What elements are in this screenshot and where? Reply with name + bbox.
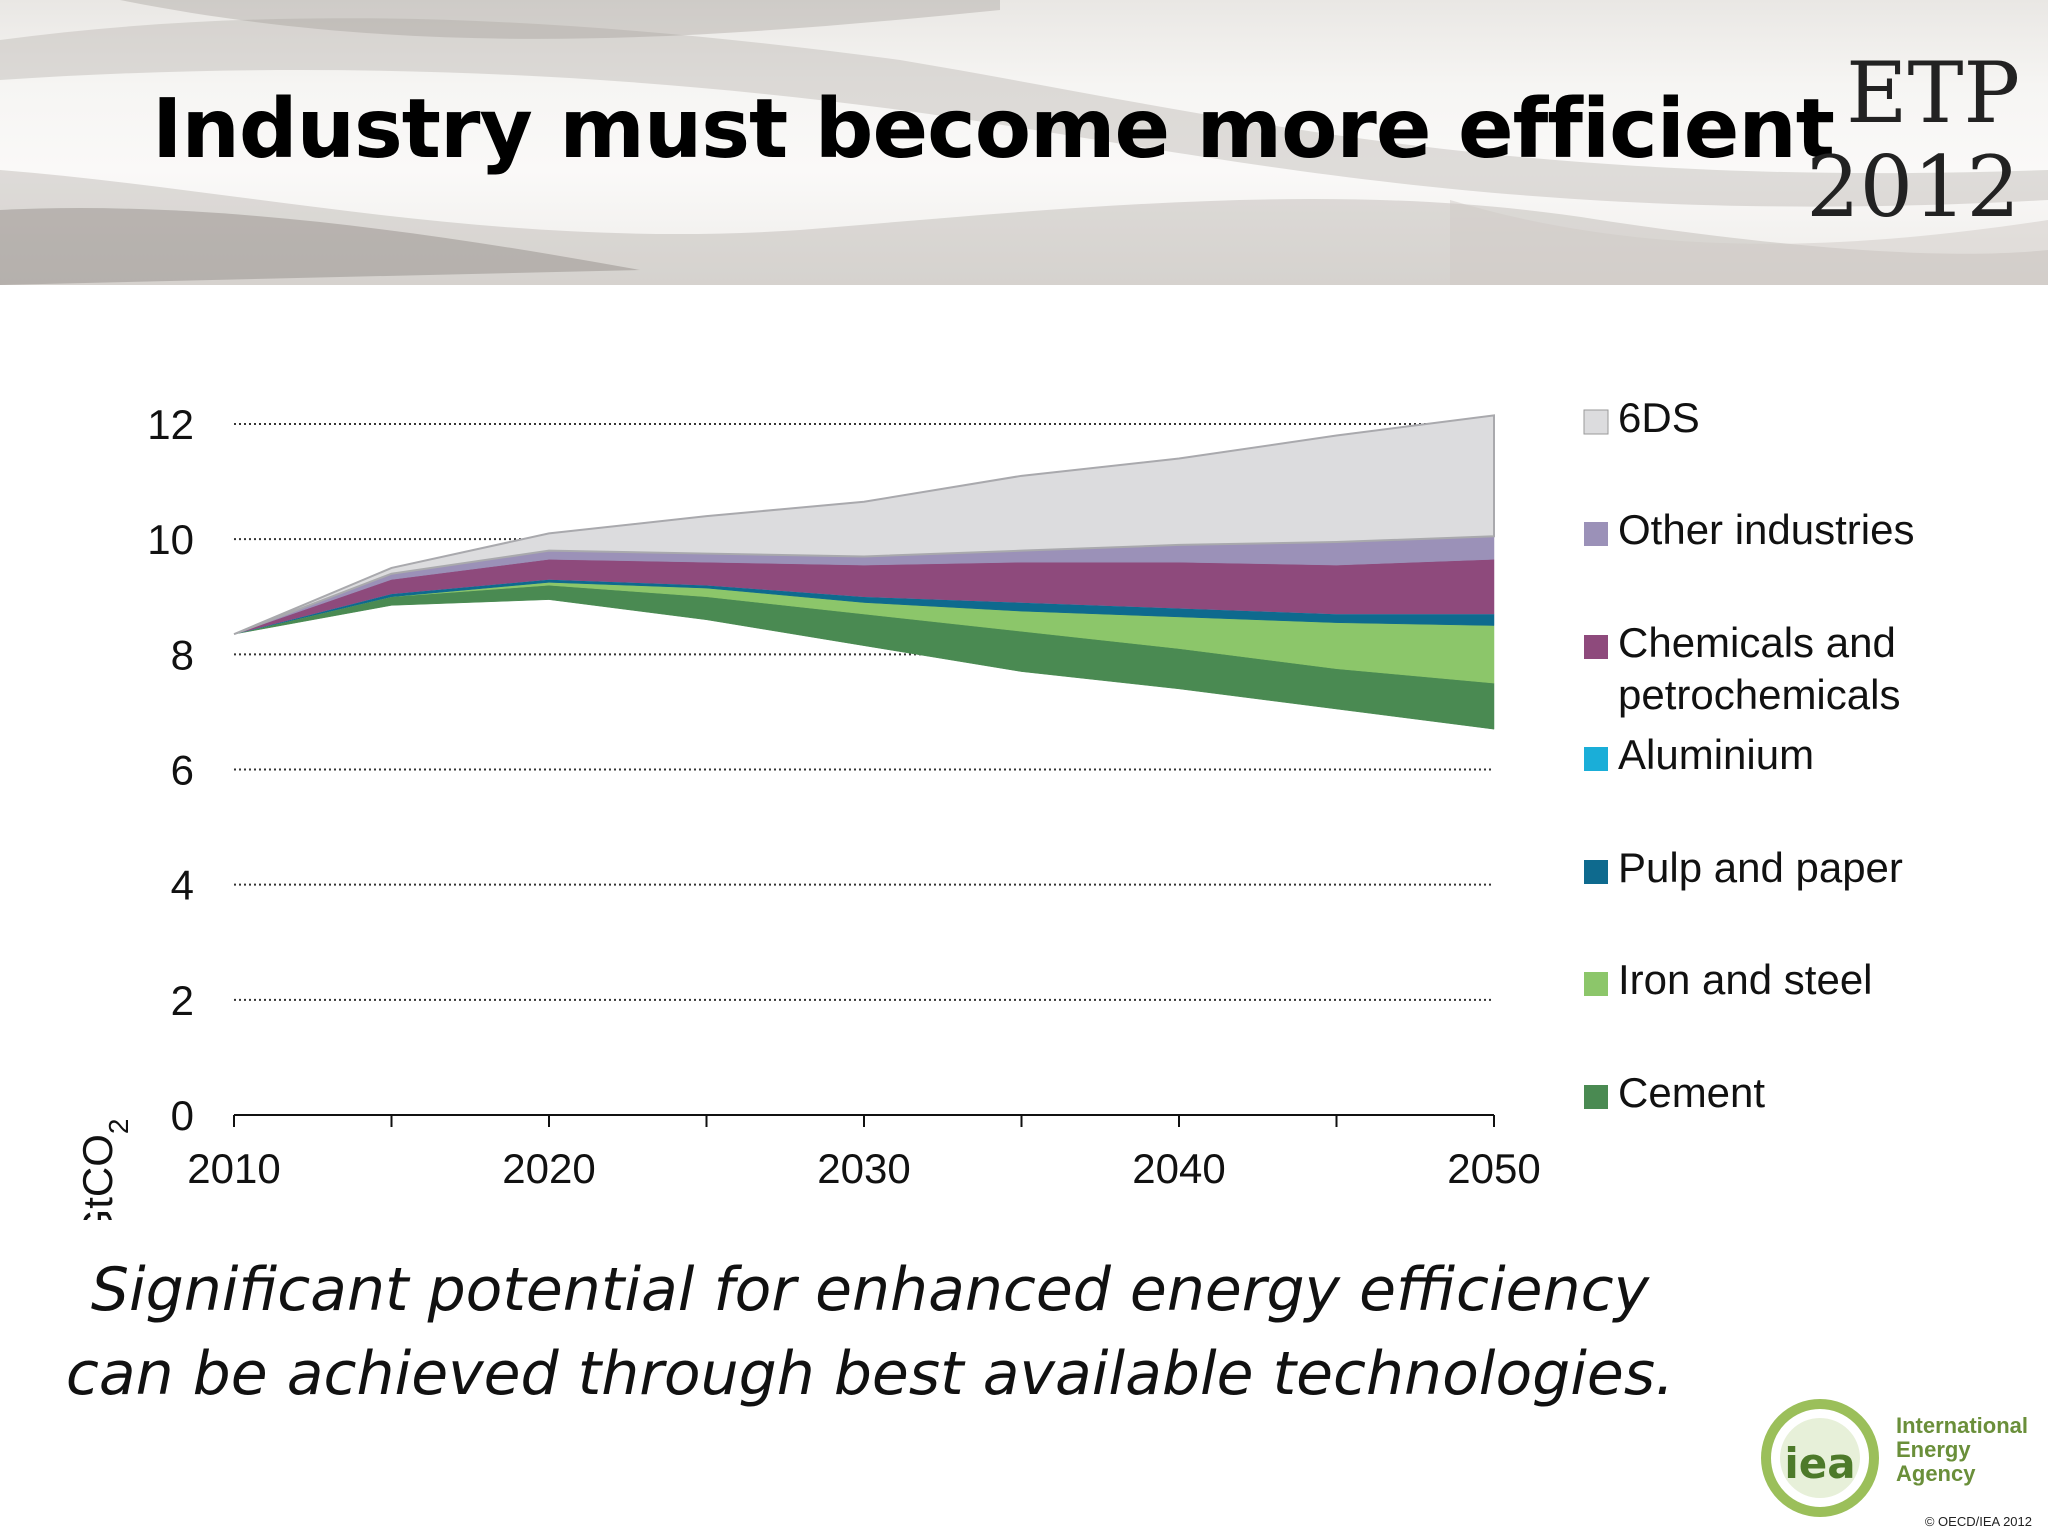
area-6ds <box>233 414 1495 636</box>
slide-title: Industry must become more efficient <box>152 82 1835 177</box>
caption-line-1: Significant potential for enhanced energ… <box>90 1255 1650 1325</box>
legend-swatch <box>1584 860 1608 884</box>
axis-layer: 0 2 4 6 8 10 12 2010 2020 2030 2040 2050 <box>147 401 1540 1192</box>
legend-swatch <box>1584 635 1608 659</box>
legend-item: Iron and steel <box>1584 956 1873 1003</box>
legend-label: Chemicals and <box>1618 619 1896 666</box>
x-tick-label: 2050 <box>1447 1145 1540 1192</box>
iea-name: International Energy Agency <box>1896 1414 2046 1486</box>
legend-item: Pulp and paper <box>1584 844 1903 891</box>
y-axis-label: GtCO2 <box>74 1119 134 1220</box>
y-tick-label: 2 <box>171 977 194 1024</box>
emissions-chart: 0 2 4 6 8 10 12 2010 2020 2030 2040 2050 6DS Other i… <box>0 380 2048 1241</box>
y-tick-label: 6 <box>171 747 194 794</box>
x-tick-label: 2040 <box>1132 1145 1225 1192</box>
legend-swatch <box>1583 409 1609 435</box>
iea-logo-mark: iea <box>1784 1439 1855 1488</box>
x-tick-label: 2020 <box>502 1145 595 1192</box>
slide-caption: Significant potential for enhanced energ… <box>60 1248 1680 1416</box>
legend-swatch <box>1584 747 1608 771</box>
legend-item: Aluminium <box>1584 731 1814 778</box>
iea-name-line-1: International <box>1896 1413 2029 1438</box>
legend-label: petrochemicals <box>1618 671 1900 718</box>
etp-badge: ETP 2012 <box>1780 46 2020 234</box>
legend-swatch <box>1584 1085 1608 1109</box>
iea-logo: iea <box>1761 1399 1879 1517</box>
y-tick-label: 10 <box>147 516 194 563</box>
legend-swatch <box>1584 972 1608 996</box>
x-tick-label: 2010 <box>187 1145 280 1192</box>
iea-logo-center <box>1780 1418 1860 1498</box>
legend-swatch <box>1584 522 1608 546</box>
badge-line-1: ETP <box>1846 44 2020 142</box>
iea-logo-ring <box>1761 1399 1879 1517</box>
legend-item: 6DS <box>1583 394 1700 441</box>
area-layer <box>233 414 1495 730</box>
chart-svg: 0 2 4 6 8 10 12 2010 2020 2030 2040 2050 6DS Other i… <box>74 394 1914 1241</box>
banner-swirl-decoration <box>0 0 2048 285</box>
y-tick-label: 0 <box>171 1092 194 1139</box>
legend-label: Cement <box>1618 1069 1765 1116</box>
legend-label: 6DS <box>1618 394 1700 441</box>
title-banner <box>0 0 2048 285</box>
y-tick-label: 8 <box>171 631 194 678</box>
copyright-notice: © OECD/IEA 2012 <box>1924 1514 2032 1529</box>
legend-layer: 6DS Other industries Chemicals and petroche… <box>1583 394 1914 1116</box>
legend-item: Cement <box>1584 1069 1765 1116</box>
legend-item: Other industries <box>1584 506 1914 553</box>
legend-label: Aluminium <box>1618 731 1814 778</box>
y-tick-label: 12 <box>147 401 194 448</box>
y-tick-label: 4 <box>171 862 194 909</box>
legend-item: Chemicals and petrochemicals <box>1584 619 1900 718</box>
legend-label: Other industries <box>1618 506 1914 553</box>
legend-label: Iron and steel <box>1618 956 1873 1003</box>
iea-name-line-2: Energy Agency <box>1896 1437 1976 1486</box>
legend-label: Pulp and paper <box>1618 844 1903 891</box>
badge-line-2: 2012 <box>1806 138 2020 236</box>
x-tick-label: 2030 <box>817 1145 910 1192</box>
caption-line-2: can be achieved through best available t… <box>65 1339 1675 1409</box>
